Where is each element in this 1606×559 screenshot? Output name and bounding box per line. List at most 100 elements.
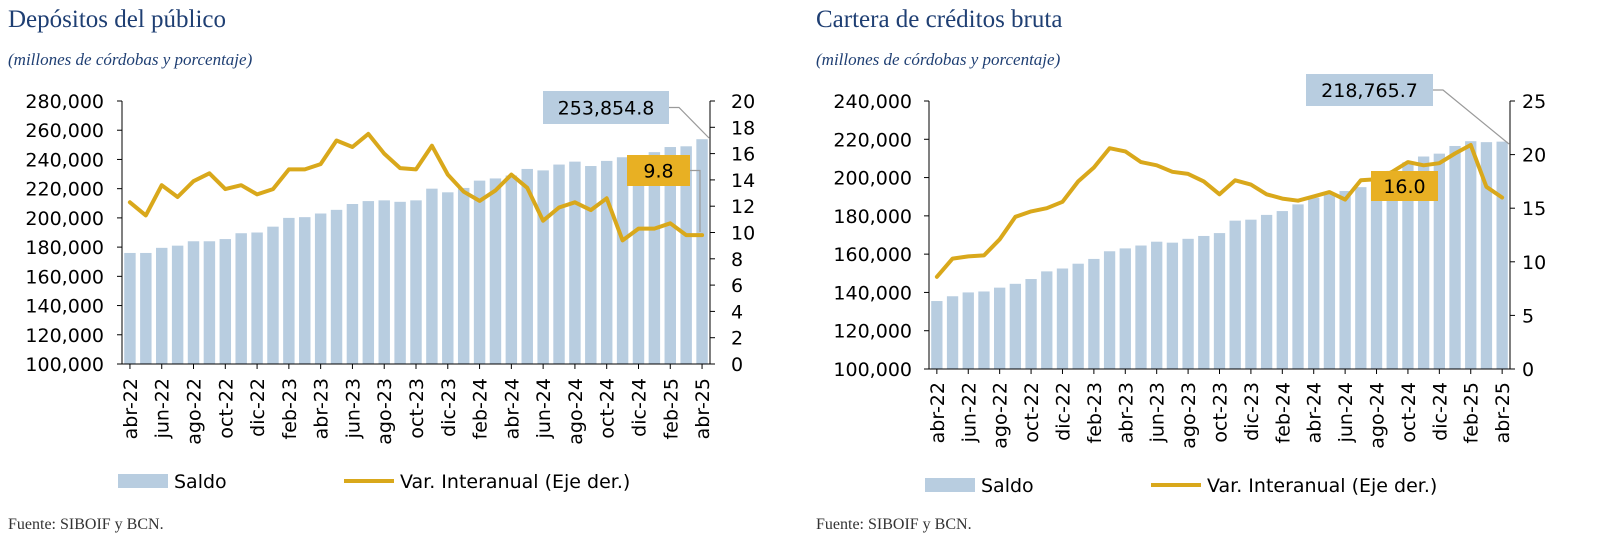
bar bbox=[171, 245, 184, 364]
bar bbox=[1072, 263, 1084, 369]
legend-bar-swatch bbox=[925, 478, 975, 492]
bar bbox=[1370, 181, 1383, 369]
bar bbox=[140, 252, 152, 364]
bar bbox=[442, 192, 454, 364]
bar bbox=[1088, 258, 1100, 369]
bar bbox=[569, 161, 581, 364]
bar bbox=[931, 301, 943, 369]
callout-leader bbox=[690, 169, 701, 232]
bar bbox=[521, 168, 533, 364]
x-tick-label: dic-24 bbox=[1429, 382, 1451, 441]
chart-subtitle: (millones de córdobas y porcentaje) bbox=[8, 50, 253, 69]
bar bbox=[1496, 141, 1508, 369]
line-value-callout: 9.8 bbox=[627, 155, 701, 232]
x-tick-label: abr-23 bbox=[1115, 382, 1137, 443]
bar bbox=[616, 157, 629, 364]
legend-line-label: Var. Interanual (Eje der.) bbox=[400, 471, 630, 493]
left-tick-label: 160,000 bbox=[25, 266, 104, 288]
left-tick-label: 100,000 bbox=[833, 359, 912, 381]
chart-title: Cartera de créditos bruta bbox=[816, 6, 1063, 33]
bar bbox=[187, 241, 200, 364]
left-tick-label: 260,000 bbox=[25, 120, 104, 142]
x-tick-label: oct-23 bbox=[1210, 382, 1232, 443]
right-tick-label: 5 bbox=[1522, 305, 1534, 327]
bar-value-callout: 253,854.8 bbox=[543, 91, 710, 139]
bar-value-callout: 218,765.7 bbox=[1306, 74, 1510, 145]
callout-leader bbox=[1433, 89, 1510, 145]
bar bbox=[1166, 242, 1179, 369]
bar bbox=[1323, 192, 1336, 369]
bar bbox=[1433, 153, 1445, 369]
callout-value: 218,765.7 bbox=[1321, 80, 1418, 102]
callout-leader bbox=[669, 106, 710, 139]
x-tick-label: oct-22 bbox=[215, 378, 237, 439]
bar bbox=[1025, 279, 1037, 369]
bar bbox=[946, 296, 959, 369]
bar bbox=[394, 201, 406, 364]
bar bbox=[1339, 190, 1351, 369]
bar bbox=[235, 233, 247, 364]
left-tick-label: 120,000 bbox=[25, 325, 104, 347]
bar bbox=[1417, 156, 1430, 369]
legend-bar-label: Saldo bbox=[174, 471, 227, 493]
x-tick-label: feb-25 bbox=[660, 378, 682, 439]
left-tick-label: 100,000 bbox=[25, 354, 104, 376]
x-tick-label: ago-24 bbox=[565, 378, 587, 445]
right-tick-label: 14 bbox=[731, 170, 755, 192]
bar bbox=[362, 201, 375, 364]
bar bbox=[1386, 170, 1398, 369]
chart-title: Depósitos del público bbox=[8, 6, 227, 33]
x-tick-label: feb-25 bbox=[1461, 382, 1483, 443]
x-tick-label: abr-25 bbox=[1492, 382, 1514, 443]
x-tick-label: dic-24 bbox=[628, 378, 650, 437]
x-tick-label: feb-24 bbox=[470, 378, 492, 439]
bar bbox=[156, 247, 168, 364]
right-tick-label: 2 bbox=[731, 328, 743, 350]
bar bbox=[1449, 145, 1461, 369]
chart-source: Fuente: SIBOIF y BCN. bbox=[816, 516, 972, 533]
x-tick-label: jun-24 bbox=[533, 378, 555, 439]
bar bbox=[473, 180, 486, 364]
bar bbox=[505, 175, 518, 364]
bar bbox=[251, 232, 263, 364]
left-tick-label: 220,000 bbox=[25, 179, 104, 201]
left-tick-label: 200,000 bbox=[833, 168, 912, 190]
bar-series bbox=[931, 141, 1508, 369]
right-tick-label: 0 bbox=[731, 354, 743, 376]
x-tick-label: jun-24 bbox=[1335, 382, 1357, 443]
deposits-chart: 100,000 120,000 140,000 160,000 180,000 200,0… bbox=[25, 91, 755, 493]
right-tick-label: 8 bbox=[731, 249, 743, 271]
bar bbox=[1229, 220, 1241, 369]
x-tick-label: ago-23 bbox=[374, 378, 396, 445]
bar bbox=[1308, 197, 1320, 369]
x-tick-label: abr-24 bbox=[501, 378, 523, 439]
right-tick-label: 18 bbox=[731, 117, 755, 139]
x-tick-label: oct-22 bbox=[1021, 382, 1043, 443]
bar bbox=[1009, 283, 1022, 369]
x-tick-label: abr-25 bbox=[692, 378, 714, 439]
x-tick-label: abr-22 bbox=[927, 382, 949, 443]
left-tick-label: 180,000 bbox=[833, 206, 912, 228]
bar bbox=[1198, 235, 1210, 369]
bar bbox=[962, 292, 974, 369]
bar bbox=[378, 200, 390, 364]
right-tick-label: 20 bbox=[1522, 145, 1546, 167]
bar bbox=[1041, 271, 1053, 369]
callout-value: 16.0 bbox=[1383, 176, 1425, 198]
bar bbox=[219, 239, 232, 364]
left-tick-label: 120,000 bbox=[833, 321, 912, 343]
bar bbox=[632, 155, 645, 364]
bar bbox=[1135, 245, 1147, 369]
left-tick-label: 220,000 bbox=[833, 129, 912, 151]
bar bbox=[330, 209, 343, 364]
legend: Saldo Var. Interanual (Eje der.) bbox=[118, 471, 630, 493]
bar bbox=[1151, 241, 1163, 369]
bar bbox=[267, 226, 279, 364]
bar bbox=[1056, 268, 1069, 369]
line-series bbox=[934, 143, 1505, 279]
bar bbox=[1355, 187, 1367, 369]
x-tick-label: abr-23 bbox=[311, 378, 333, 439]
bar bbox=[994, 287, 1006, 369]
x-tick-label: dic-23 bbox=[1241, 382, 1263, 441]
left-tick-label: 160,000 bbox=[833, 244, 912, 266]
